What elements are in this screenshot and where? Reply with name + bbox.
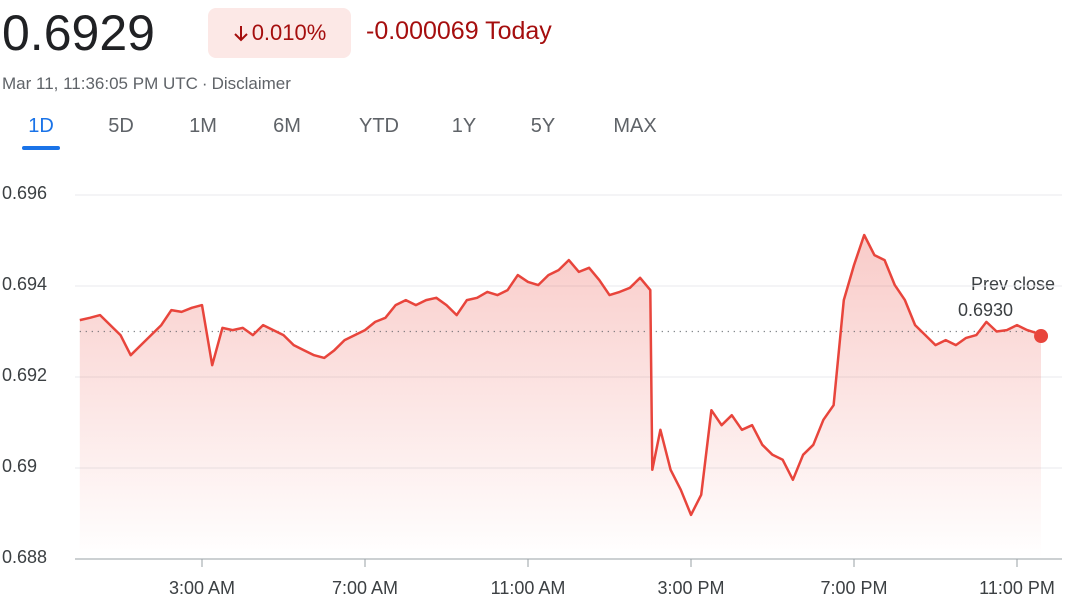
timestamp-row: Mar 11, 11:36:05 PM UTC · Disclaimer — [2, 74, 295, 94]
x-tick-label: 11:00 AM — [491, 578, 566, 598]
timestamp: Mar 11, 11:36:05 PM UTC — [2, 74, 198, 93]
range-tab[interactable]: MAX — [613, 115, 657, 137]
x-tick-label: 3:00 AM — [169, 578, 235, 598]
range-tab[interactable]: 6M — [273, 115, 301, 137]
area-fill — [79, 235, 1042, 559]
selected-underline — [22, 146, 60, 150]
disclaimer-link[interactable]: Disclaimer — [211, 74, 291, 93]
price: 0.6929 — [2, 5, 155, 61]
y-tick-label: 0.69 — [2, 456, 37, 476]
range-tab[interactable]: 5D — [108, 115, 134, 137]
x-tick-label: 3:00 PM — [657, 578, 724, 598]
separator: · — [201, 74, 208, 93]
last-point — [1034, 329, 1049, 344]
price-line — [79, 233, 1042, 517]
prev-close-value: 0.6930 — [958, 300, 1013, 320]
range-tab[interactable]: YTD — [359, 115, 399, 137]
y-tick-label: 0.688 — [2, 547, 47, 567]
range-tabs: 1D 5D 1M 6M YTD 1Y 5Y MAX — [0, 115, 700, 151]
x-tick-label: 7:00 PM — [820, 578, 887, 598]
prev-close-title: Prev close — [971, 274, 1055, 294]
change-badge: 0.010% — [208, 8, 351, 58]
change-today: -0.000069 Today — [366, 17, 552, 45]
range-tab[interactable]: 5Y — [530, 115, 556, 137]
x-tick-label: 11:00 PM — [979, 578, 1055, 598]
y-tick-label: 0.692 — [2, 365, 47, 385]
x-tick-label: 7:00 AM — [332, 578, 398, 598]
y-tick-label: 0.694 — [2, 274, 47, 294]
range-tab[interactable]: 1Y — [451, 115, 477, 137]
range-tab[interactable]: 1D — [28, 115, 54, 137]
range-tab[interactable]: 1M — [189, 115, 217, 137]
change-percent: 0.010% — [251, 20, 327, 45]
y-tick-label: 0.696 — [2, 183, 47, 203]
down-arrow-icon — [233, 26, 248, 42]
